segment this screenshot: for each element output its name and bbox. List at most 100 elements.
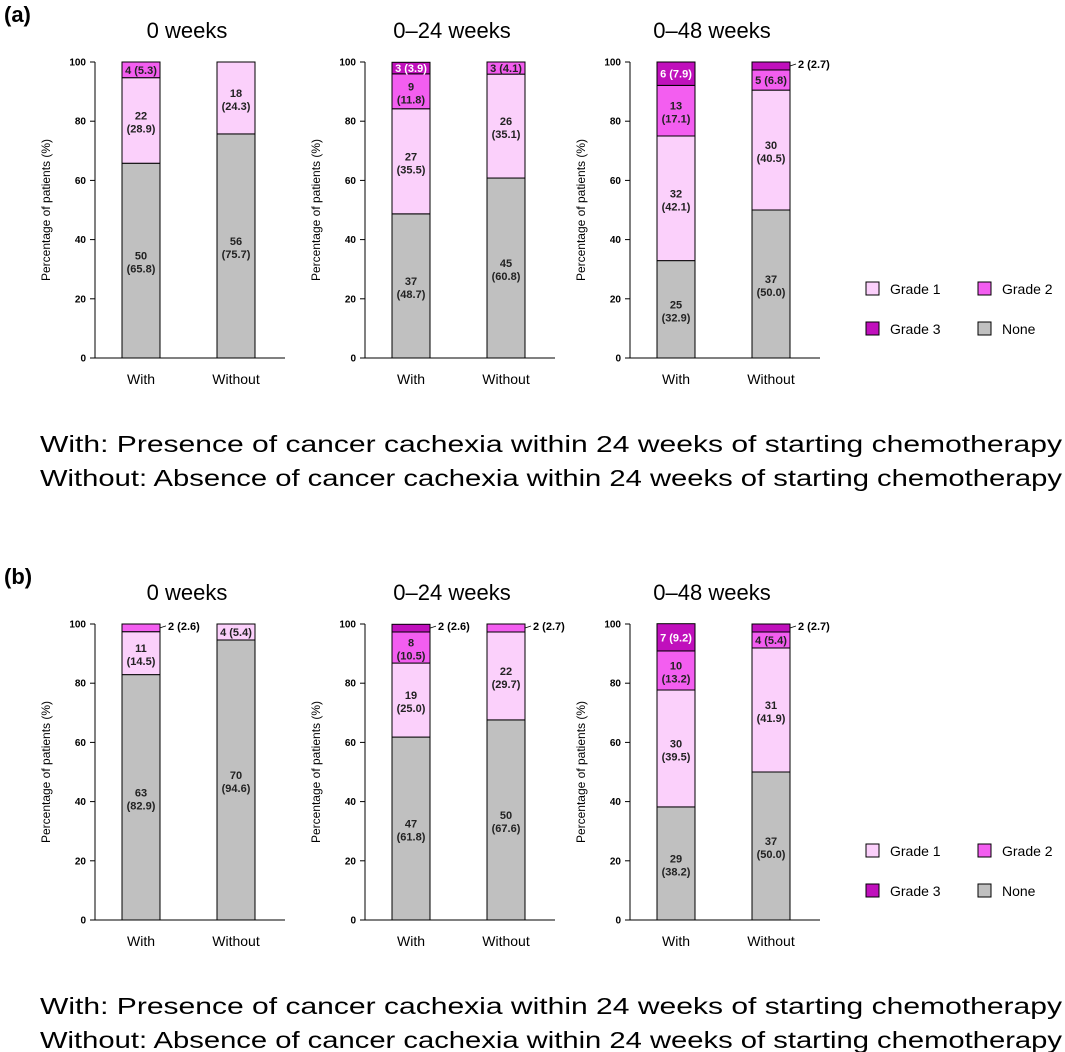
data-label: 2 (2.7) — [533, 621, 565, 633]
data-label: (75.7) — [222, 249, 251, 261]
y-tick-label: 80 — [345, 679, 357, 690]
y-tick-label: 20 — [75, 294, 87, 305]
y-tick-label: 40 — [75, 797, 87, 808]
y-tick-label: 0 — [80, 354, 86, 365]
x-category-label: Without — [482, 933, 530, 949]
y-tick-label: 0 — [350, 916, 356, 927]
data-label: 2 (2.7) — [798, 59, 830, 71]
data-label: 2 (2.6) — [438, 621, 470, 633]
y-axis-label: Percentage of patients (%) — [39, 139, 53, 281]
bar-segment-none — [216, 133, 256, 359]
bar-segment-grade-2 — [391, 73, 431, 110]
legend-swatch — [977, 843, 992, 858]
x-category-label: With — [662, 371, 690, 387]
bar-segment-grade-1 — [656, 689, 696, 808]
y-tick-label: 100 — [69, 58, 86, 69]
bar-segment-grade-2 — [391, 631, 431, 664]
y-tick-label: 20 — [75, 856, 87, 867]
data-label: 19 — [405, 690, 417, 702]
data-label: 50 — [500, 810, 512, 822]
data-label: (50.0) — [757, 287, 786, 299]
data-label: 2 (2.7) — [798, 621, 830, 633]
y-tick-label: 60 — [610, 738, 622, 749]
legend-swatch — [977, 883, 992, 898]
data-label-leader — [524, 625, 532, 629]
y-tick-label: 40 — [610, 235, 622, 246]
x-category-label: Without — [747, 371, 795, 387]
data-label: 7 (9.2) — [660, 632, 692, 644]
x-category-label: With — [662, 933, 690, 949]
chart-title: 0–24 weeks — [393, 580, 510, 605]
chart-1: 0 weeks Percentage of patients (%) 0 20 40 60… — [39, 18, 285, 387]
bar-segment-grade-1 — [216, 623, 256, 641]
x-category-label: With — [127, 933, 155, 949]
y-tick-label: 0 — [615, 916, 621, 927]
data-label: 63 — [135, 787, 147, 799]
panel-b: (b) 0 weeks Percentage of patients (%) 0 20 4… — [4, 564, 1063, 1052]
y-tick-label: 0 — [80, 916, 86, 927]
data-label: (11.8) — [397, 94, 425, 106]
data-label: 4 (5.4) — [755, 635, 787, 647]
legend-label: Grade 1 — [890, 843, 941, 859]
data-label: 30 — [670, 738, 682, 750]
bar-segment-none — [391, 736, 431, 921]
y-tick-label: 80 — [610, 117, 622, 128]
footnote-with: With: Presence of cancer cachexia within… — [40, 431, 1063, 457]
panel-a: (a) 0 weeks Percentage of patients (%) 0 20 4… — [4, 2, 1063, 491]
data-label: (24.3) — [222, 101, 251, 113]
y-tick-label: 0 — [615, 354, 621, 365]
legend: Grade 1 Grade 2 Grade 3 None — [865, 281, 1053, 337]
data-label: 70 — [230, 770, 242, 782]
data-label: 37 — [765, 274, 777, 286]
data-label: 4 (5.3) — [125, 65, 157, 77]
data-label: 50 — [135, 251, 147, 263]
data-label: (17.1) — [662, 114, 691, 126]
data-label: 32 — [670, 188, 682, 200]
data-label: (40.5) — [757, 153, 786, 165]
bar-segment-grade-1 — [656, 135, 696, 262]
y-axis-label: Percentage of patients (%) — [574, 139, 588, 281]
y-tick-label: 40 — [345, 797, 357, 808]
bar-segment-grade-3 — [751, 623, 791, 633]
y-tick-label: 100 — [604, 58, 621, 69]
data-label: (65.8) — [127, 264, 156, 276]
bar-segment-grade-2 — [121, 61, 161, 79]
data-label: (39.5) — [662, 751, 691, 763]
data-label: 37 — [765, 836, 777, 848]
data-label: (35.1) — [492, 129, 521, 141]
legend-label: None — [1002, 883, 1036, 899]
data-label: (67.6) — [492, 823, 521, 835]
data-label: 13 — [670, 101, 682, 113]
data-label: (28.9) — [127, 123, 156, 135]
y-axis-label: Percentage of patients (%) — [574, 701, 588, 843]
x-category-label: With — [127, 371, 155, 387]
data-label: (48.7) — [397, 289, 426, 301]
chart-title: 0 weeks — [147, 580, 228, 605]
legend-label: Grade 1 — [890, 281, 941, 297]
data-label: (60.8) — [492, 271, 521, 283]
bar-segment-grade-1 — [751, 647, 791, 773]
data-label: 56 — [230, 236, 242, 248]
bar-segment-grade-3 — [391, 61, 431, 75]
data-label: (29.7) — [492, 679, 521, 691]
data-label: 27 — [405, 151, 417, 163]
figure-root: (a) 0 weeks Percentage of patients (%) 0 20 4… — [4, 2, 1063, 1052]
bar-segment-none — [121, 162, 161, 359]
legend-label: Grade 3 — [890, 883, 941, 899]
data-label: (41.9) — [757, 713, 786, 725]
legend-label: Grade 3 — [890, 321, 941, 337]
x-category-label: Without — [212, 371, 260, 387]
bar-segment-grade-3 — [751, 61, 791, 71]
bar-segment-grade-3 — [656, 61, 696, 86]
bar-segment-none — [391, 213, 431, 359]
legend-label: Grade 2 — [1002, 281, 1053, 297]
bar-segment-none — [486, 177, 526, 359]
chart-title: 0 weeks — [147, 18, 228, 43]
y-tick-label: 20 — [345, 856, 357, 867]
bar-segment-grade-1 — [486, 631, 526, 721]
y-tick-label: 40 — [75, 235, 87, 246]
y-tick-label: 60 — [345, 738, 357, 749]
data-label: 47 — [405, 819, 417, 831]
data-label-leader — [789, 625, 797, 629]
legend-swatch — [977, 321, 992, 336]
